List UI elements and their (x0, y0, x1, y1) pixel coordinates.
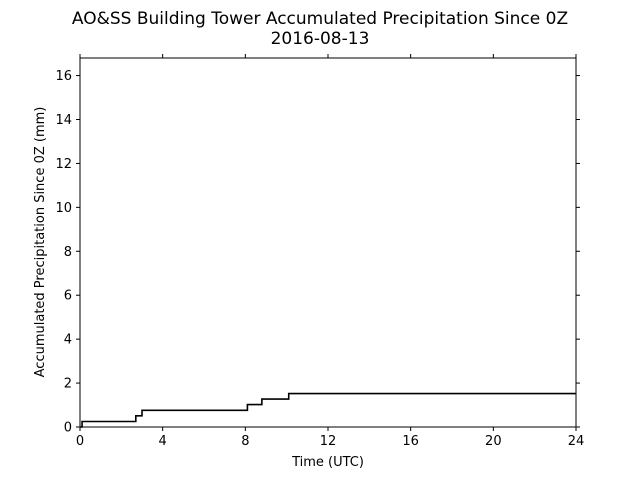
x-tick-label-4: 4 (159, 434, 167, 449)
y-tick-label-14: 14 (55, 113, 72, 128)
y-tick-label-4: 4 (64, 333, 72, 348)
y-tick-label-0: 0 (64, 421, 72, 436)
y-tick-label-10: 10 (55, 201, 72, 216)
y-tick-label-6: 6 (64, 289, 72, 304)
x-axis-label: Time (UTC) (291, 455, 364, 470)
chart-title: AO&SS Building Tower Accumulated Precipi… (72, 9, 568, 29)
x-tick-label-24: 24 (568, 434, 585, 449)
y-tick-label-8: 8 (64, 245, 72, 260)
chart-subtitle: 2016-08-13 (271, 29, 370, 49)
series-line-0 (80, 392, 576, 428)
y-tick-label-2: 2 (64, 377, 72, 392)
y-tick-label-16: 16 (55, 69, 72, 84)
y-axis-label: Accumulated Precipitation Since 0Z (mm) (33, 107, 48, 378)
x-tick-label-12: 12 (320, 434, 337, 449)
x-tick-label-16: 16 (402, 434, 419, 449)
x-tick-label-0: 0 (76, 434, 84, 449)
axes-frame (79, 57, 577, 428)
y-tick-label-12: 12 (55, 157, 72, 172)
x-tick-label-8: 8 (241, 434, 249, 449)
x-tick-label-20: 20 (485, 434, 502, 449)
